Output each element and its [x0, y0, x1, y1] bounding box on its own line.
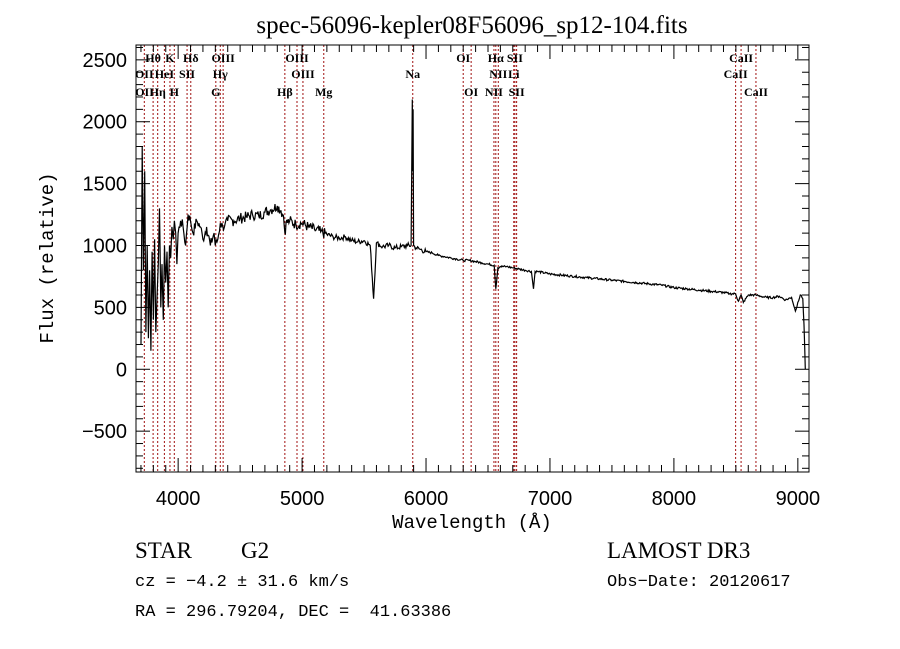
spectral-line-label: HeI	[155, 67, 175, 81]
spectral-line-label: OIII	[211, 51, 235, 65]
spectral-line-label: Hθ	[145, 51, 161, 65]
coordinates: RA = 296.79204, DEC = 41.63386	[135, 603, 452, 622]
spectral-line-label: Hδ	[183, 51, 199, 65]
spectral-line-label: CaII	[744, 85, 768, 99]
y-tick-label: 500	[94, 297, 127, 319]
x-tick-label: 5000	[280, 488, 325, 510]
subclass: G2	[241, 538, 270, 563]
spectral-line-label: SII	[507, 51, 523, 65]
y-axis-label: Flux (relative)	[37, 172, 59, 343]
spectral-line-label: G	[211, 85, 220, 99]
spectral-line-label: OI	[456, 51, 470, 65]
object-class-text: STAR	[135, 538, 192, 563]
x-tick-label: 8000	[652, 488, 697, 510]
spectral-line-label: Li	[508, 67, 520, 81]
spectral-line-label: Hη	[150, 85, 166, 99]
y-tick-label: 2000	[83, 112, 128, 134]
y-tick-label: 1500	[83, 174, 128, 196]
spectral-line-label: OII	[135, 67, 154, 81]
spectral-line-label: OI	[464, 85, 478, 99]
survey-name: LAMOST DR3	[607, 538, 751, 563]
x-tick-label: 7000	[528, 488, 573, 510]
spectral-line-label: Hγ	[213, 67, 228, 81]
y-tick-label: 1000	[83, 236, 128, 258]
spectral-line-label: K	[165, 51, 175, 65]
spectral-line-label: OIII	[291, 67, 315, 81]
obs-date: Obs−Date: 20120617	[607, 573, 791, 592]
spectrum-line	[140, 99, 806, 370]
x-tick-label: 9000	[776, 488, 821, 510]
y-tick-label: 0	[116, 359, 127, 381]
chart-title: spec-56096-kepler08F56096_sp12-104.fits	[256, 12, 687, 39]
spectral-line-label: CaII	[729, 51, 753, 65]
y-tick-label: −500	[82, 421, 127, 443]
x-tick-label: 6000	[404, 488, 449, 510]
spectral-line-label: Hβ	[277, 85, 293, 99]
spectral-line-label: OII	[135, 85, 154, 99]
spectral-line-label: H	[170, 85, 180, 99]
x-axis-label: Wavelength (Å)	[392, 512, 552, 534]
spectral-line-label: SII	[179, 67, 195, 81]
spectral-line-label: Mg	[315, 85, 332, 99]
x-tick-label: 4000	[156, 488, 201, 510]
plot-frame	[135, 44, 810, 473]
spectral-line-label: NII	[489, 67, 507, 81]
spectral-line-label: Hα	[488, 51, 504, 65]
spectral-line-label: NII	[485, 85, 503, 99]
series-layer	[140, 99, 806, 370]
spectral-line-markers	[143, 45, 757, 472]
spectral-line-label: SII	[509, 85, 525, 99]
object-class: STAR	[135, 538, 192, 564]
redshift-text: cz = −4.2 ± 31.6 km/s	[135, 573, 350, 592]
spectral-line-label: CaII	[724, 67, 748, 81]
spectral-line-label: OIII	[285, 51, 309, 65]
y-tick-label: 2500	[83, 50, 128, 72]
axis-ticks: 4000 5000 6000 7000 8000 9000 −500 0 500 1000 1500…	[82, 45, 820, 510]
spectral-line-label: Na	[405, 67, 420, 81]
